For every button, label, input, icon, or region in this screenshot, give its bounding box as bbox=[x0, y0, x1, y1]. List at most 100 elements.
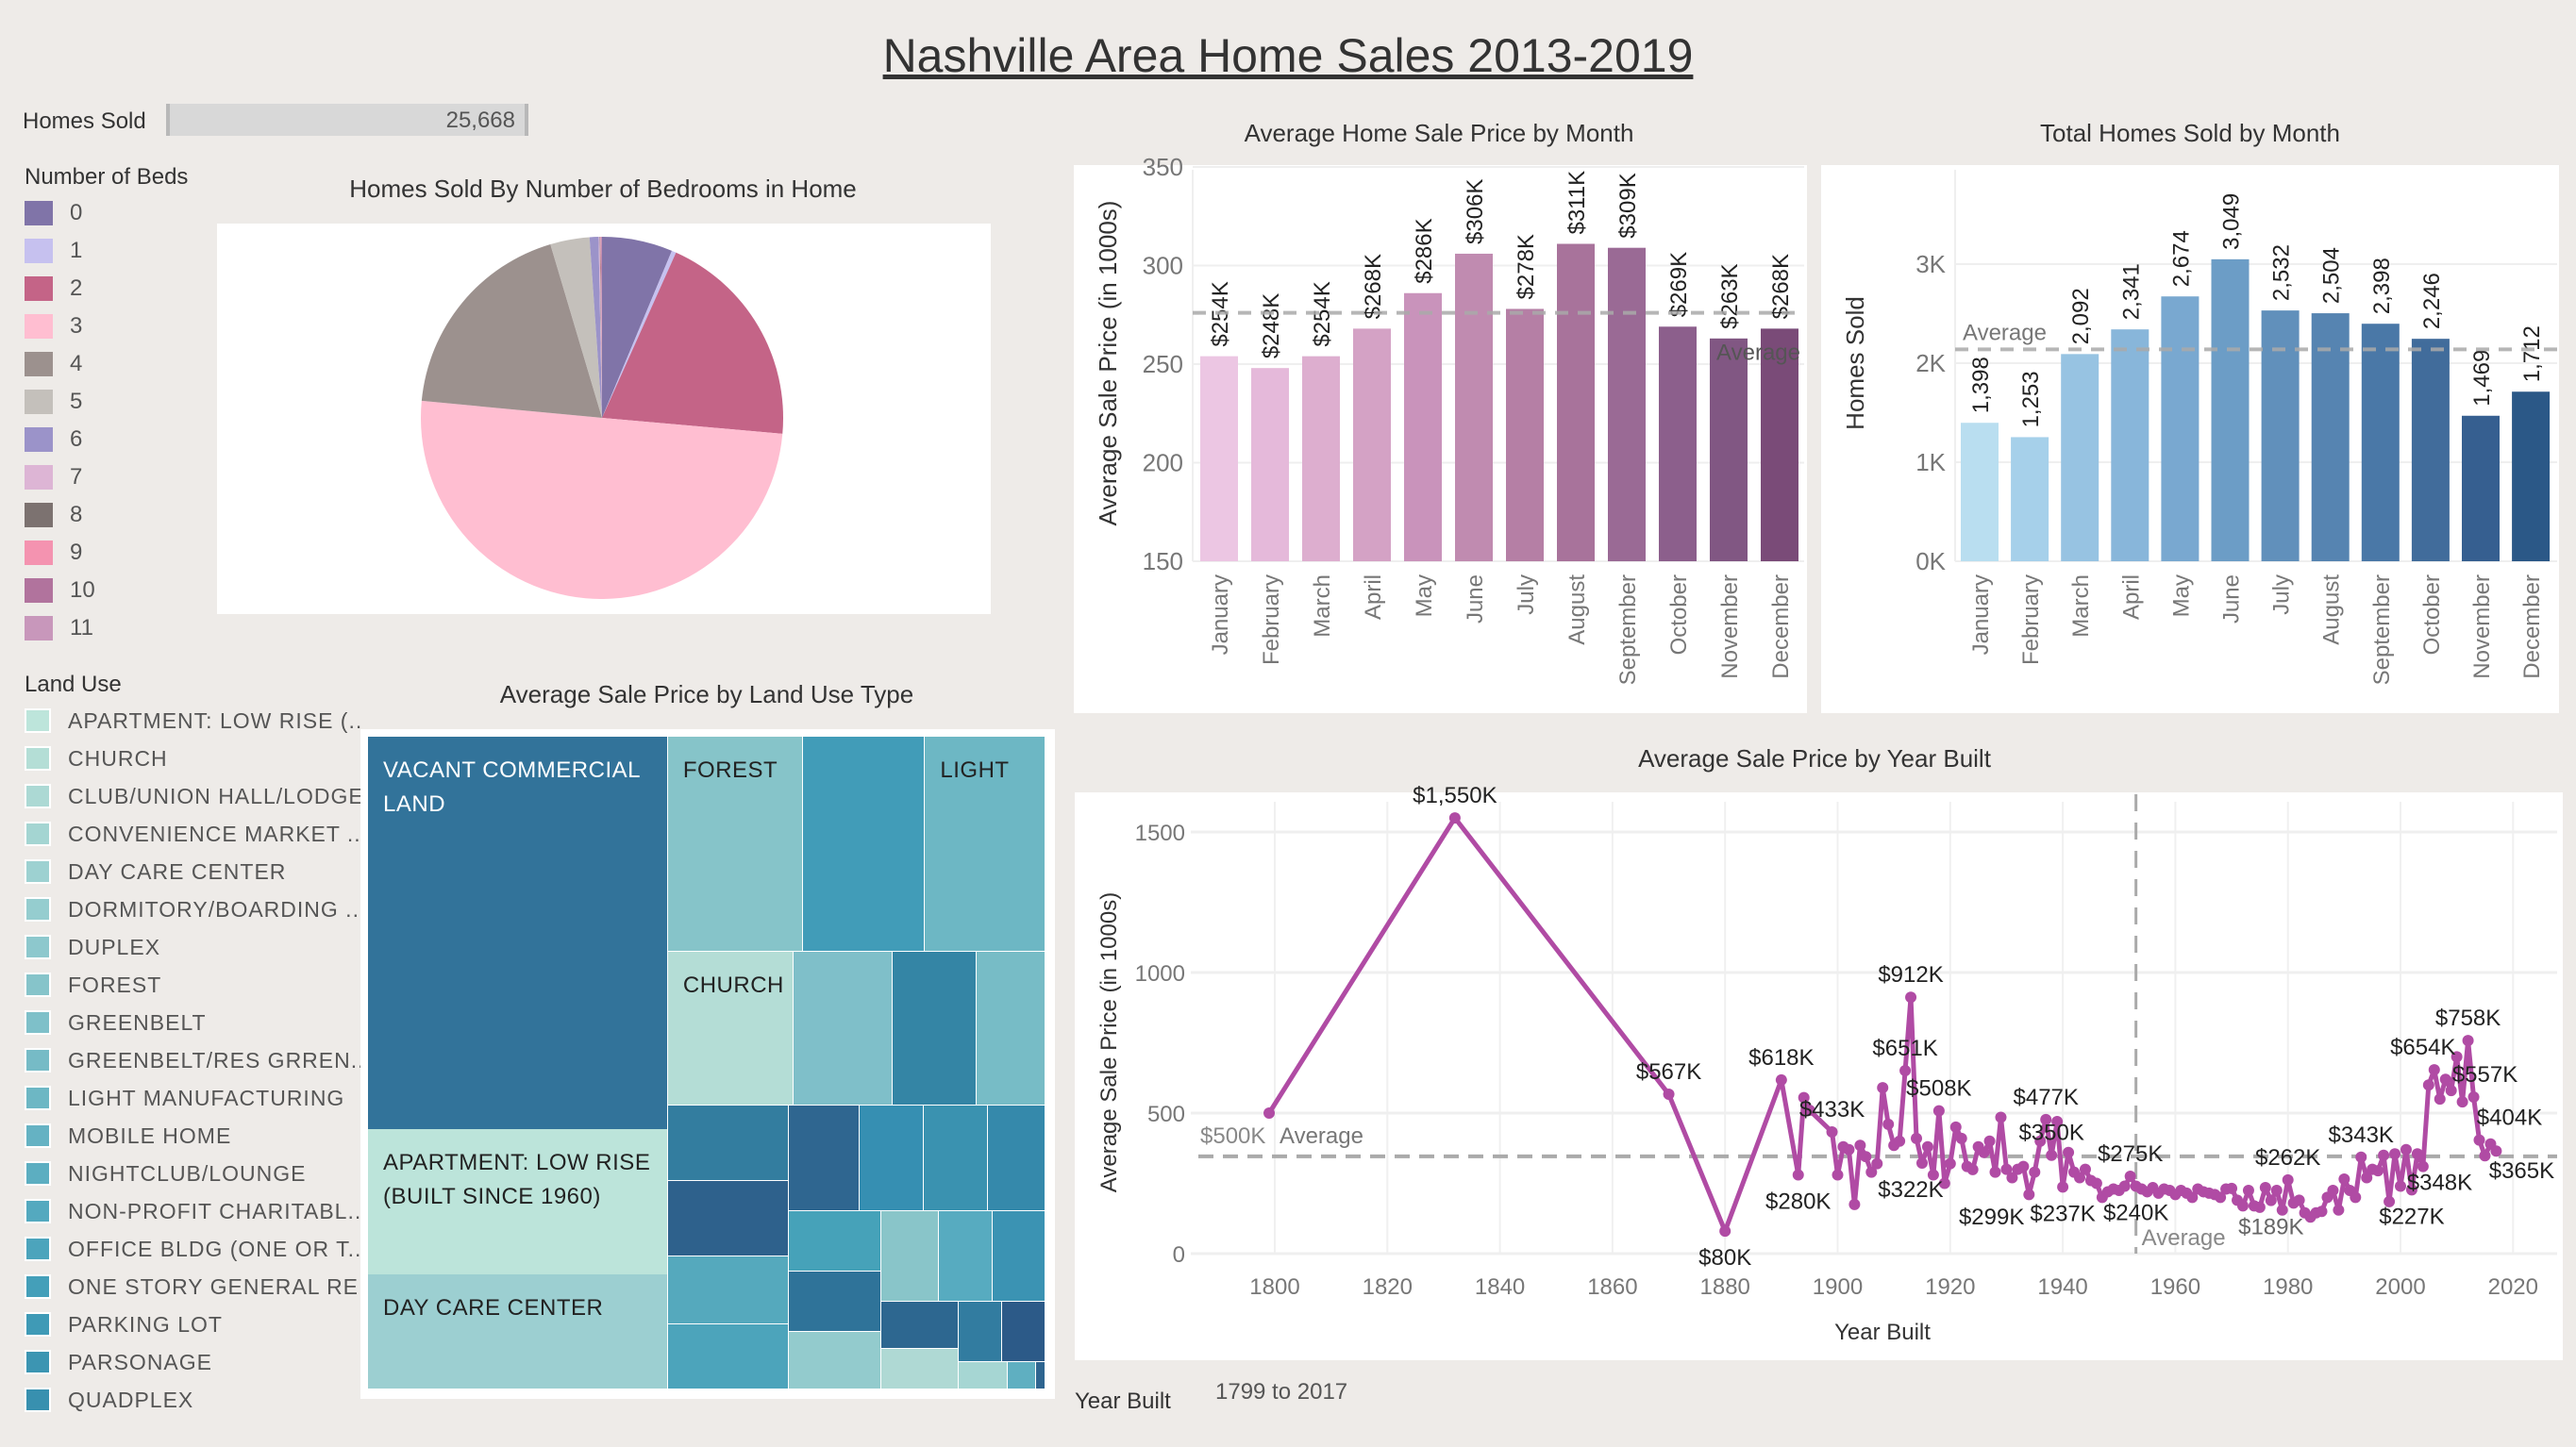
treemap-tile[interactable] bbox=[793, 951, 893, 1106]
legend-label: 10 bbox=[70, 577, 95, 603]
treemap-tile[interactable] bbox=[667, 1324, 789, 1389]
treemap-tile[interactable]: APARTMENT: LOW RISE (BUILT SINCE 1960) bbox=[368, 1129, 667, 1274]
legend-label: DAY CARE CENTER bbox=[68, 858, 287, 884]
treemap-tile[interactable] bbox=[667, 1181, 789, 1256]
legend-label: 1 bbox=[70, 238, 83, 263]
land-use-legend-item[interactable]: PARKING LOT bbox=[25, 1306, 373, 1343]
beds-legend-item[interactable]: 4 bbox=[25, 345, 188, 383]
land-use-legend-item[interactable]: CHURCH bbox=[25, 740, 373, 777]
legend-label: APARTMENT: LOW RISE (.. bbox=[68, 707, 363, 733]
beds-legend-item[interactable]: 6 bbox=[25, 421, 188, 458]
treemap-tile[interactable] bbox=[667, 1256, 789, 1324]
treemap-tile[interactable]: CHURCH bbox=[667, 951, 793, 1106]
treemap-tile[interactable] bbox=[987, 1106, 1045, 1211]
legend-swatch bbox=[25, 1161, 51, 1186]
treemap-tile[interactable] bbox=[959, 1361, 1008, 1389]
treemap-tile[interactable] bbox=[789, 1331, 881, 1389]
treemap-tile[interactable] bbox=[1035, 1361, 1045, 1389]
land-use-legend-item[interactable]: ONE STORY GENERAL RE.. bbox=[25, 1268, 373, 1306]
legend-swatch bbox=[25, 935, 51, 959]
land-use-legend-item[interactable]: GREENBELT/RES GRREN.. bbox=[25, 1041, 373, 1079]
treemap-tile[interactable] bbox=[859, 1106, 923, 1211]
land-use-legend-item[interactable]: DUPLEX bbox=[25, 928, 373, 966]
legend-swatch bbox=[25, 1086, 51, 1110]
legend-label: 11 bbox=[70, 615, 93, 640]
land-use-legend-item[interactable]: GREENBELT bbox=[25, 1004, 373, 1041]
land-use-legend-item[interactable]: NIGHTCLUB/LOUNGE bbox=[25, 1155, 373, 1192]
land-use-legend-item[interactable]: NON-PROFIT CHARITABL.. bbox=[25, 1192, 373, 1230]
legend-swatch bbox=[25, 239, 53, 263]
land-use-legend-item[interactable]: FOREST bbox=[25, 966, 373, 1004]
legend-swatch bbox=[25, 1274, 51, 1299]
treemap-tile[interactable] bbox=[667, 1106, 789, 1181]
treemap-tile[interactable] bbox=[789, 1106, 859, 1211]
land-use-legend-item[interactable]: LIGHT MANUFACTURING bbox=[25, 1079, 373, 1117]
treemap-tile[interactable] bbox=[1008, 1361, 1035, 1389]
treemap-tile[interactable]: LIGHT bbox=[925, 737, 1045, 951]
land-use-legend-item[interactable]: DORMITORY/BOARDING .. bbox=[25, 890, 373, 928]
treemap-tile[interactable] bbox=[923, 1106, 987, 1211]
beds-legend-item[interactable]: 10 bbox=[25, 572, 188, 609]
treemap-tile[interactable] bbox=[881, 1301, 959, 1349]
legend-label: 8 bbox=[70, 502, 83, 527]
treemap-tile[interactable] bbox=[881, 1349, 959, 1389]
land-use-legend-item[interactable]: DAY CARE CENTER bbox=[25, 853, 373, 890]
beds-legend-item[interactable]: 0 bbox=[25, 194, 188, 232]
homes-sold-chart-panel bbox=[1821, 165, 2559, 713]
land-use-legend-item[interactable]: PARSONAGE bbox=[25, 1343, 373, 1381]
treemap-tile[interactable]: FOREST bbox=[667, 737, 802, 951]
year-built-chart-panel bbox=[1075, 792, 2563, 1360]
treemap-tile[interactable] bbox=[938, 1211, 993, 1301]
beds-legend-item[interactable]: 8 bbox=[25, 496, 188, 534]
legend-swatch bbox=[25, 427, 53, 452]
treemap-tile[interactable] bbox=[881, 1211, 938, 1301]
beds-legend-item[interactable]: 5 bbox=[25, 383, 188, 421]
homes-sold-chart-title: Total Homes Sold by Month bbox=[2040, 119, 2340, 147]
legend-label: ONE STORY GENERAL RE.. bbox=[68, 1273, 373, 1299]
treemap-tile[interactable] bbox=[976, 951, 1045, 1106]
homes-sold-slider-track[interactable]: 25,668 bbox=[166, 104, 528, 136]
beds-legend-item[interactable]: 1 bbox=[25, 232, 188, 270]
legend-swatch bbox=[25, 897, 51, 922]
land-use-legend-item[interactable]: OFFICE BLDG (ONE OR T.. bbox=[25, 1230, 373, 1268]
legend-label: 5 bbox=[70, 389, 83, 414]
treemap-tile[interactable]: VACANT COMMERCIAL LAND bbox=[368, 737, 667, 1130]
pie-chart-title: Homes Sold By Number of Bedrooms in Home bbox=[349, 175, 857, 203]
beds-legend-item[interactable]: 11 bbox=[25, 609, 188, 647]
land-use-legend: Land Use APARTMENT: LOW RISE (.. CHURCH CL… bbox=[25, 672, 373, 1419]
legend-swatch bbox=[25, 578, 53, 603]
legend-swatch bbox=[25, 352, 53, 376]
beds-legend-item[interactable]: 2 bbox=[25, 270, 188, 308]
land-use-legend-item[interactable]: CONVENIENCE MARKET .. bbox=[25, 815, 373, 853]
beds-legend-item[interactable]: 9 bbox=[25, 534, 188, 572]
treemap-tile[interactable] bbox=[789, 1272, 881, 1332]
legend-swatch bbox=[25, 1010, 51, 1035]
beds-legend-item[interactable]: 3 bbox=[25, 308, 188, 345]
treemap-tile[interactable] bbox=[1002, 1301, 1045, 1361]
legend-label: CHURCH bbox=[68, 745, 168, 771]
legend-swatch bbox=[25, 708, 51, 733]
land-use-legend-item[interactable]: QUADPLEX bbox=[25, 1381, 373, 1419]
beds-legend-item[interactable]: 7 bbox=[25, 458, 188, 496]
legend-label: LIGHT MANUFACTURING bbox=[68, 1085, 345, 1110]
treemap-tile[interactable] bbox=[789, 1211, 881, 1272]
legend-label: 0 bbox=[70, 200, 83, 225]
treemap-tile[interactable] bbox=[893, 951, 976, 1106]
legend-swatch bbox=[25, 1048, 51, 1073]
treemap-tile-label: DAY CARE CENTER bbox=[383, 1295, 604, 1322]
treemap-tile[interactable]: DAY CARE CENTER bbox=[368, 1274, 667, 1389]
legend-label: PARSONAGE bbox=[68, 1349, 212, 1374]
treemap-tile[interactable] bbox=[802, 737, 925, 951]
legend-label: CONVENIENCE MARKET .. bbox=[68, 821, 361, 846]
homes-sold-filter[interactable]: Homes Sold 25,668 bbox=[23, 104, 532, 140]
treemap-tile[interactable] bbox=[959, 1301, 1002, 1361]
legend-swatch bbox=[25, 1350, 51, 1374]
land-use-legend-item[interactable]: MOBILE HOME bbox=[25, 1117, 373, 1155]
treemap-tile-label: CHURCH bbox=[682, 972, 784, 998]
legend-label: 4 bbox=[70, 351, 83, 376]
treemap-tile[interactable] bbox=[993, 1211, 1045, 1301]
dashboard-title: Nashville Area Home Sales 2013-2019 bbox=[882, 29, 1694, 82]
land-use-legend-item[interactable]: CLUB/UNION HALL/LODGE bbox=[25, 777, 373, 815]
land-use-legend-item[interactable]: APARTMENT: LOW RISE (.. bbox=[25, 702, 373, 740]
avg-price-chart-panel bbox=[1074, 165, 1807, 713]
